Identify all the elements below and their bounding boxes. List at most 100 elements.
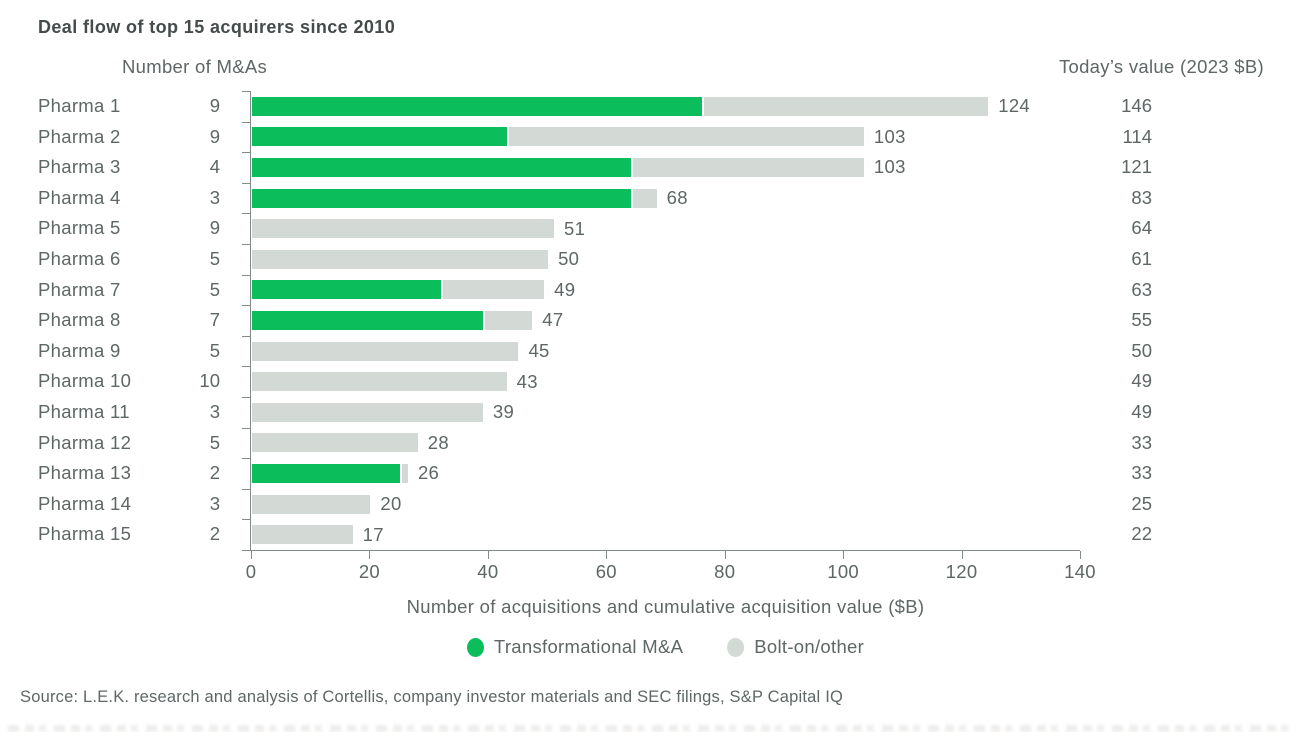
bolt-on-bar-segment xyxy=(252,219,554,239)
table-row: Pharma 12 5 28 33 xyxy=(0,428,1300,459)
acquirer-label: Pharma 15 xyxy=(38,523,132,545)
acquirer-label: Pharma 9 xyxy=(38,339,121,361)
bar-track: 49 xyxy=(252,275,1081,306)
table-row: Pharma 9 5 45 50 xyxy=(0,336,1300,367)
bolt-on-bar-segment xyxy=(402,463,408,483)
acquirer-label: Pharma 4 xyxy=(38,186,121,208)
x-axis-tick xyxy=(606,551,608,559)
bar-track: 39 xyxy=(252,397,1081,428)
todays-value: 49 xyxy=(1131,401,1152,422)
ma-count-value: 2 xyxy=(209,523,220,545)
legend: Transformational M&A Bolt-on/other xyxy=(251,633,1080,661)
x-axis-tick-label: 40 xyxy=(477,561,499,582)
bar-track: 103 xyxy=(252,152,1081,183)
acquirer-label: Pharma 3 xyxy=(38,156,121,178)
x-axis-tick-label: 100 xyxy=(827,561,860,582)
bar-track: 68 xyxy=(252,183,1081,214)
x-axis-tick xyxy=(251,551,252,559)
y-axis-tick xyxy=(242,305,251,307)
x-axis-line xyxy=(242,550,1080,551)
bar-total-label: 26 xyxy=(417,462,440,484)
transformational-bar-segment xyxy=(252,310,483,330)
x-axis-tick-label: 80 xyxy=(714,561,736,582)
bar-total-label: 43 xyxy=(516,370,538,392)
table-row: Pharma 3 4 103 121 xyxy=(0,152,1300,183)
legend-item-bolt-on: Bolt-on/other xyxy=(727,636,864,658)
table-row: Pharma 2 9 103 114 xyxy=(0,122,1300,153)
todays-value: 63 xyxy=(1131,278,1152,300)
bolt-on-bar-segment xyxy=(252,433,418,453)
legend-label-bolt-on: Bolt-on/other xyxy=(754,636,865,657)
ma-count-value: 5 xyxy=(209,339,220,361)
transformational-bar-segment xyxy=(252,280,442,300)
x-axis-tick xyxy=(487,551,489,559)
x-axis-tick-label: 140 xyxy=(1064,561,1096,582)
bar-track: 45 xyxy=(252,336,1081,367)
y-axis-tick xyxy=(242,458,251,460)
bar-track: 43 xyxy=(252,366,1081,397)
ma-count-value: 4 xyxy=(209,156,220,178)
bar-track: 47 xyxy=(252,305,1081,336)
bar-total-label: 68 xyxy=(666,187,688,209)
cut-off-text-artifact xyxy=(8,725,1292,732)
acquirer-label: Pharma 12 xyxy=(38,431,132,453)
bolt-on-bar-segment xyxy=(252,372,507,392)
acquirer-label: Pharma 1 xyxy=(38,95,121,116)
todays-value: 49 xyxy=(1131,370,1152,392)
bolt-on-bar-segment xyxy=(252,249,549,269)
todays-value: 114 xyxy=(1122,125,1153,147)
bar-total-label: 28 xyxy=(427,431,449,453)
acquirer-label: Pharma 6 xyxy=(38,248,121,269)
acquirer-label: Pharma 7 xyxy=(38,278,121,300)
table-row: Pharma 7 5 49 63 xyxy=(0,275,1300,306)
bar-total-label: 45 xyxy=(528,340,550,362)
y-axis-tick xyxy=(242,427,251,429)
bar-total-label: 47 xyxy=(542,309,564,331)
bar-track: 50 xyxy=(252,244,1081,275)
todays-value: 83 xyxy=(1131,186,1152,208)
column-header-todays-value: Today’s value (2023 $B) xyxy=(1058,56,1264,77)
ma-count-value: 3 xyxy=(209,401,220,422)
transformational-bar-segment xyxy=(252,188,631,208)
source-note: Source: L.E.K. research and analysis of … xyxy=(20,688,844,706)
transformational-bar-segment xyxy=(252,157,631,177)
column-header-num-mas: Number of M&As xyxy=(122,56,268,77)
table-row: Pharma 6 5 50 61 xyxy=(0,244,1300,275)
bar-total-label: 17 xyxy=(362,523,384,545)
ma-count-value: 5 xyxy=(209,248,220,269)
y-axis-line xyxy=(250,91,251,550)
acquirer-label: Pharma 11 xyxy=(38,401,130,422)
table-row: Pharma 15 2 17 22 xyxy=(0,519,1300,550)
todays-value: 64 xyxy=(1131,217,1152,239)
x-axis-tick xyxy=(724,551,726,559)
acquirer-label: Pharma 13 xyxy=(38,462,132,484)
todays-value: 61 xyxy=(1131,248,1152,269)
y-axis-tick xyxy=(242,397,251,398)
ma-count-value: 10 xyxy=(199,370,220,392)
todays-value: 33 xyxy=(1131,462,1152,484)
table-row: Pharma 5 9 51 64 xyxy=(0,213,1300,244)
bar-total-label: 50 xyxy=(558,248,580,270)
transformational-legend-dot-icon xyxy=(466,637,484,657)
acquirer-label: Pharma 10 xyxy=(38,370,132,392)
y-axis-tick xyxy=(242,213,251,215)
bar-total-label: 20 xyxy=(380,493,402,515)
bolt-on-bar-segment xyxy=(508,127,864,147)
x-axis-tick-label: 20 xyxy=(358,561,381,582)
x-axis-tick-label: 0 xyxy=(245,561,257,582)
table-row: Pharma 4 3 68 83 xyxy=(0,183,1300,214)
y-axis-tick xyxy=(242,152,251,154)
ma-count-value: 9 xyxy=(209,95,220,116)
y-axis-tick xyxy=(242,182,251,184)
bolt-on-bar-segment xyxy=(632,188,657,208)
bolt-on-bar-segment xyxy=(704,96,989,116)
transformational-bar-segment xyxy=(252,96,703,116)
bar-track: 20 xyxy=(252,489,1081,520)
y-axis-tick xyxy=(242,519,251,521)
x-axis-tick xyxy=(369,551,371,559)
acquirer-label: Pharma 14 xyxy=(38,492,132,514)
bolt-on-bar-segment xyxy=(252,402,483,422)
x-axis-tick xyxy=(843,551,845,559)
y-axis-tick xyxy=(242,121,251,123)
